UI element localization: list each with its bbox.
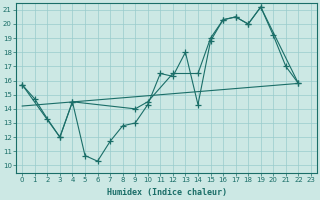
X-axis label: Humidex (Indice chaleur): Humidex (Indice chaleur)	[107, 188, 227, 197]
